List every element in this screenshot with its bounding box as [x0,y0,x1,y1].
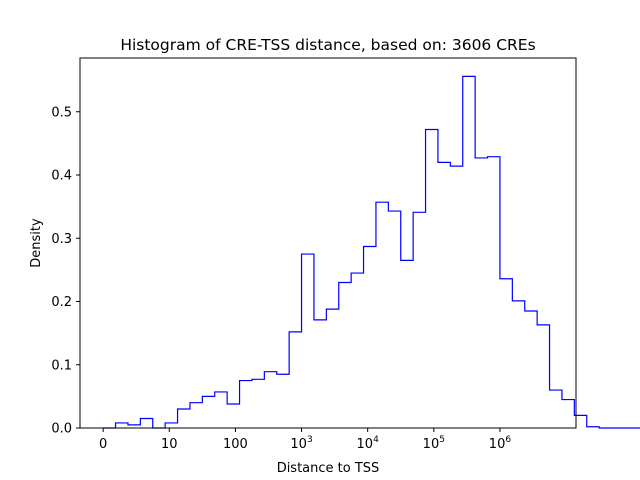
x-tick-label: 103 [290,435,312,452]
y-tick-label: 0.2 [51,295,72,310]
axes-frame [79,57,577,429]
y-axis-label: Density [29,218,44,268]
y-tick-label: 0.4 [51,169,72,184]
y-tick-label: 0.0 [51,422,72,437]
histogram-step-line [103,75,640,429]
y-tick-label: 0.5 [51,105,72,120]
chart-title: Histogram of CRE-TSS distance, based on:… [120,36,535,54]
x-tick-label: 105 [423,435,445,452]
x-tick-label: 10 [161,437,178,452]
x-axis-label: Distance to TSS [277,461,380,476]
x-axis-ticks: 0 10 100 103 104 105 106 [99,428,511,452]
y-tick-label: 0.3 [51,232,72,247]
x-tick-label: 0 [99,437,107,452]
y-axis-ticks: 0.0 0.1 0.2 0.3 0.4 0.5 [51,105,80,437]
y-tick-label: 0.1 [51,358,72,373]
x-tick-label: 106 [489,435,512,452]
x-tick-label: 100 [223,437,248,452]
x-tick-label: 104 [357,435,380,452]
